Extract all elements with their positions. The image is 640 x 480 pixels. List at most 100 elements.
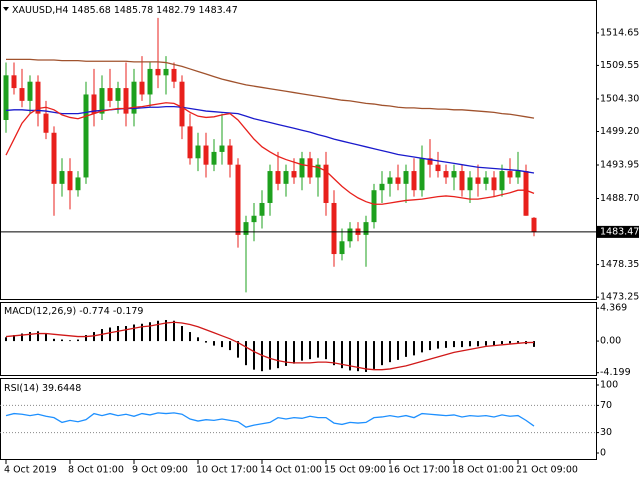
macd-bar (125, 326, 127, 342)
y-tick-label: 70 (600, 400, 612, 411)
macd-bar (493, 341, 495, 346)
candle-body (147, 68, 153, 95)
collapse-arrow (3, 7, 9, 11)
macd-bar (37, 331, 39, 342)
y-tick-label: 1488.70 (600, 193, 639, 204)
symbol: XAUUSD,H4 (12, 5, 68, 16)
candle-body (163, 68, 169, 76)
candle-body (123, 88, 129, 114)
y-tick-label: 1478.35 (600, 259, 639, 270)
macd-bar (189, 332, 191, 342)
macd-bar (485, 341, 487, 346)
candle-body (187, 126, 193, 159)
macd-bar (253, 341, 255, 370)
candle-body (451, 171, 457, 178)
candle-body (283, 171, 289, 184)
macd-bar (61, 339, 63, 342)
macd-bar (421, 341, 423, 353)
macd-bar (77, 339, 79, 342)
macd-bar (349, 341, 351, 371)
main-panel-frame (0, 0, 597, 300)
indicator-line (5, 321, 535, 371)
macd-bar (21, 333, 23, 342)
candle-body (467, 177, 473, 191)
y-tick-label: 1499.20 (600, 126, 639, 137)
candle-body (75, 177, 81, 191)
candle-body (491, 177, 497, 191)
candle-body (107, 88, 113, 101)
candle-body (11, 75, 17, 89)
macd-bar (245, 341, 247, 366)
candle-body (171, 68, 177, 82)
y-tick-label: 1504.30 (600, 93, 639, 104)
macd-bar (13, 335, 15, 342)
macd-bar (381, 341, 383, 366)
x-tick-label: 21 Oct 09:00 (516, 465, 578, 476)
y-tick-label: 4.369 (600, 303, 627, 314)
candle-body (395, 177, 401, 184)
candle-body (3, 75, 9, 120)
macd-bar (501, 341, 503, 345)
macd-panel-frame (0, 302, 597, 376)
macd-bar (333, 341, 335, 366)
macd-bar (237, 341, 239, 358)
candle-body (155, 68, 161, 76)
macd-bar (517, 341, 519, 343)
macd-bar (293, 341, 295, 364)
macd-name: MACD(12,26,9) (4, 306, 76, 317)
macd-bar (173, 320, 175, 342)
macd-bar (45, 333, 47, 342)
macd-bar (477, 341, 479, 347)
ohlc-low: 1482.79 (156, 5, 195, 16)
candle-body (299, 158, 305, 178)
candle-body (235, 164, 241, 235)
macd-bar (149, 322, 151, 342)
candle-body (483, 177, 489, 184)
candle-body (419, 158, 425, 191)
macd-bar (309, 341, 311, 360)
macd-bar (133, 324, 135, 342)
candle-body (83, 94, 89, 178)
candle-body (379, 183, 385, 191)
candle-body (523, 171, 529, 216)
macd-bar (141, 323, 143, 342)
macd-bar (533, 341, 535, 347)
macd-bar (453, 341, 455, 348)
y-tick-label: 100 (600, 380, 618, 391)
candle-body (251, 215, 257, 223)
macd-bar (205, 341, 207, 343)
ohlc-high: 1485.78 (114, 5, 153, 16)
candle-body (211, 151, 217, 165)
macd-bar (413, 341, 415, 356)
macd-bar (221, 341, 223, 348)
macd-bar (93, 332, 95, 342)
candle-body (59, 171, 65, 184)
y-tick-label: -4.199 (600, 367, 631, 378)
y-tick-label: 1509.55 (600, 60, 639, 71)
macd-value: -0.774 (79, 306, 110, 317)
macd-bar (445, 341, 447, 348)
macd-bar (261, 341, 263, 372)
macd-bar (341, 341, 343, 369)
macd-bar (301, 341, 303, 361)
macd-bar (229, 341, 231, 351)
candle-body (51, 132, 57, 184)
macd-bar (469, 341, 471, 347)
macd-bar (181, 326, 183, 342)
candle-body (195, 145, 201, 159)
macd-bar (437, 341, 439, 349)
candle-body (315, 164, 321, 178)
x-tick-label: 16 Oct 17:00 (388, 465, 450, 476)
candle-body (139, 81, 145, 95)
candle-body (403, 171, 409, 184)
macd-bar (5, 337, 7, 342)
candle-body (459, 171, 465, 191)
candle-body (331, 202, 337, 255)
candle-body (115, 88, 121, 101)
macd-bar (69, 340, 71, 342)
candle-body (27, 81, 33, 101)
candle-body (411, 171, 417, 191)
macd-bar (117, 326, 119, 342)
candle-body (19, 88, 25, 101)
macd-bar (277, 341, 279, 369)
